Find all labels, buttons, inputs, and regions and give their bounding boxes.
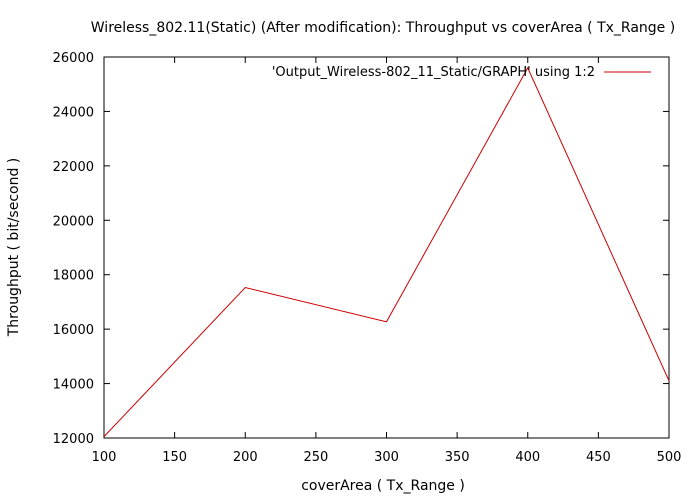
y-axis-label: Throughput ( bit/second )	[6, 158, 22, 338]
series-layer	[103, 66, 670, 437]
chart-title: Wireless_802.11(Static) (After modificat…	[91, 20, 675, 36]
y-tick-label: 16000	[53, 323, 94, 338]
axis-ticks: 100 150 200 250 300 350 400 450 500 12000 14000 160…	[53, 51, 682, 465]
x-axis-label: coverArea ( Tx_Range )	[301, 478, 465, 494]
x-tick-label: 500	[657, 450, 682, 465]
x-tick-label: 150	[162, 450, 187, 465]
x-tick-label: 400	[515, 450, 540, 465]
x-tick-label: 200	[233, 450, 258, 465]
series-line-0	[103, 66, 670, 437]
x-tick-label: 350	[445, 450, 470, 465]
y-tick-label: 26000	[53, 51, 94, 66]
y-tick-label: 14000	[53, 378, 94, 393]
legend: 'Output_Wireless-802_11_Static/GRAPH' us…	[272, 65, 651, 80]
legend-entry-label: 'Output_Wireless-802_11_Static/GRAPH' us…	[272, 65, 595, 80]
plot-frame	[103, 56, 670, 439]
x-tick-label: 300	[374, 450, 399, 465]
x-tick-label: 100	[92, 450, 117, 465]
y-tick-label: 22000	[53, 160, 94, 175]
y-tick-label: 20000	[53, 214, 94, 229]
y-tick-label: 18000	[53, 269, 94, 284]
x-tick-label: 250	[303, 450, 328, 465]
y-tick-label: 24000	[53, 105, 94, 120]
x-tick-label: 450	[586, 450, 611, 465]
y-tick-label: 12000	[53, 432, 94, 447]
